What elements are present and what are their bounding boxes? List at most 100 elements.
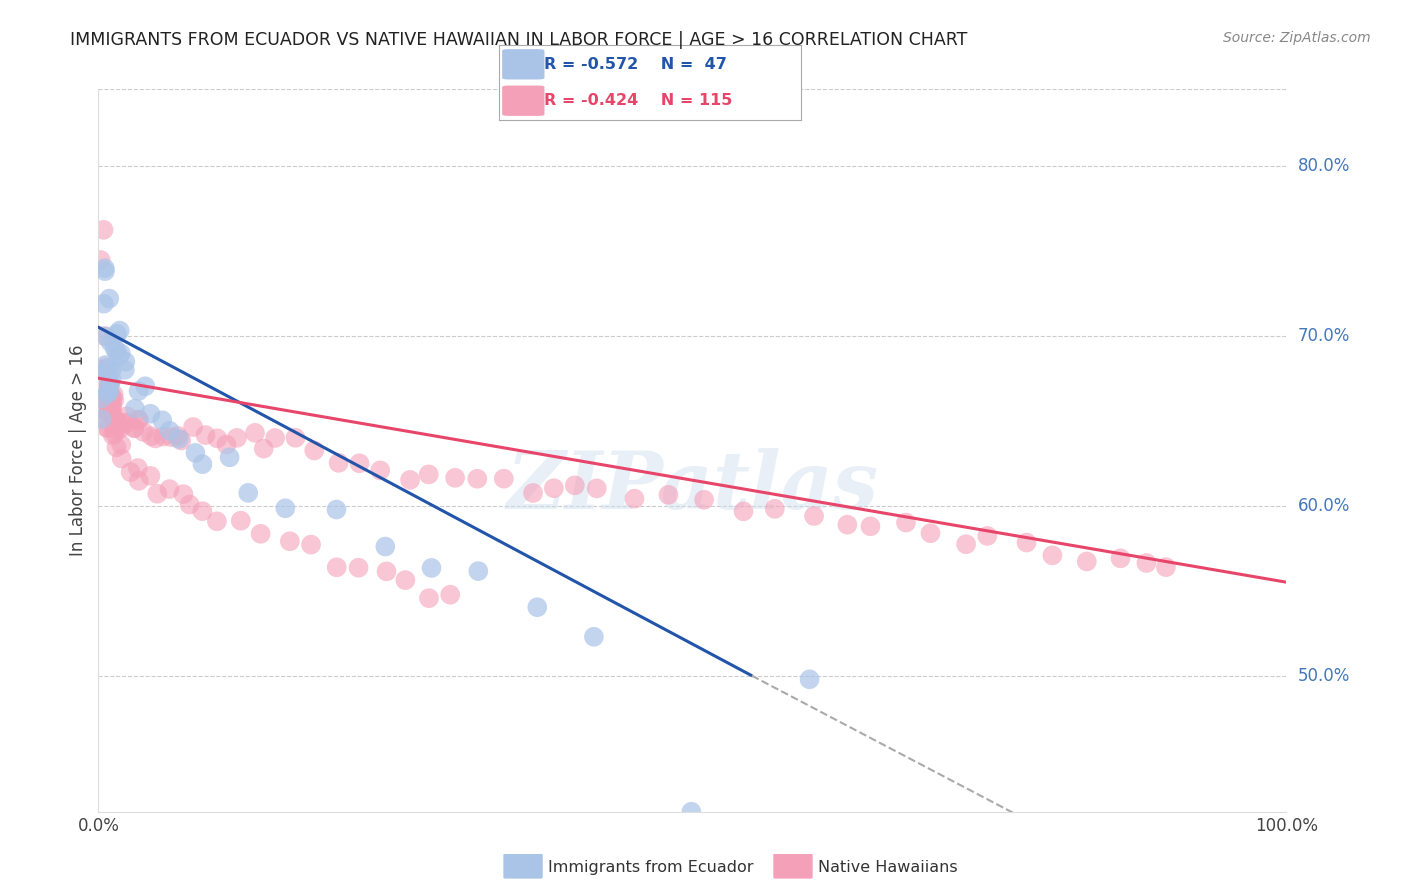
Point (96, 384, 118, 399)
Text: 60.0%: 60.0% (1298, 497, 1350, 515)
Point (229, 514, 252, 528)
Point (98, 334, 121, 349)
Point (101, 428, 124, 442)
Point (564, 478, 586, 492)
Point (98, 375, 121, 389)
Point (100, 401, 122, 416)
Point (374, 540, 396, 554)
Point (159, 482, 181, 496)
Point (90, 253, 112, 268)
Point (103, 387, 125, 401)
Point (114, 416, 136, 430)
Point (94, 360, 117, 375)
Point (284, 431, 307, 445)
Point (657, 488, 679, 502)
Point (107, 417, 129, 432)
Text: Immigrants from Ecuador: Immigrants from Ecuador (548, 860, 754, 874)
Point (803, 508, 825, 523)
Text: R = -0.424    N = 115: R = -0.424 N = 115 (544, 93, 733, 108)
Point (194, 428, 217, 442)
Point (167, 432, 190, 446)
Point (467, 564, 489, 578)
Point (124, 421, 146, 435)
Point (107, 415, 129, 429)
Point (89, 401, 111, 415)
FancyBboxPatch shape (773, 854, 813, 879)
Point (91, 396, 114, 410)
Point (114, 355, 136, 369)
Point (205, 514, 228, 528)
Point (218, 450, 240, 465)
Point (105, 414, 128, 428)
Point (420, 561, 443, 575)
Point (100, 373, 122, 387)
Point (108, 324, 131, 338)
Point (179, 498, 201, 512)
Point (93, 296, 115, 310)
Point (103, 393, 125, 408)
Point (215, 437, 238, 451)
Point (124, 401, 146, 416)
Point (105, 326, 128, 341)
Point (522, 486, 544, 500)
Point (1154, 560, 1177, 574)
Point (111, 451, 134, 466)
Point (110, 437, 132, 451)
Point (368, 463, 391, 477)
Text: 70.0%: 70.0% (1298, 326, 1350, 344)
Point (399, 473, 422, 487)
Point (1015, 535, 1038, 549)
Point (184, 446, 207, 460)
Point (93, 223, 115, 237)
Point (1109, 551, 1132, 566)
Point (582, 630, 605, 644)
Point (96, 329, 118, 343)
Point (103, 421, 125, 435)
Point (160, 430, 183, 444)
Point (166, 429, 188, 443)
Point (375, 565, 398, 579)
Text: 80.0%: 80.0% (1298, 157, 1350, 175)
Point (94, 358, 117, 372)
Point (325, 560, 347, 574)
Point (97, 383, 120, 397)
Point (101, 407, 124, 421)
Point (128, 413, 150, 427)
Point (105, 343, 128, 358)
Point (347, 560, 370, 574)
Point (97, 386, 120, 401)
Point (264, 431, 287, 445)
Point (181, 420, 204, 434)
Point (96, 406, 118, 420)
Point (93, 329, 115, 343)
Point (97, 421, 120, 435)
Point (328, 456, 350, 470)
Point (274, 501, 297, 516)
Point (90, 401, 112, 416)
Point (526, 600, 548, 615)
Point (105, 440, 128, 454)
Point (543, 481, 565, 495)
Text: ZIPatlas: ZIPatlas (506, 448, 879, 525)
Point (693, 492, 716, 507)
Point (733, 504, 755, 518)
Point (110, 422, 132, 436)
Point (98, 292, 121, 306)
Point (90, 378, 112, 392)
Point (94, 402, 117, 417)
Point (110, 346, 132, 360)
Point (115, 409, 138, 424)
Point (418, 591, 440, 606)
Point (859, 519, 882, 533)
Point (139, 469, 162, 483)
Point (110, 419, 132, 434)
Point (278, 534, 301, 549)
FancyBboxPatch shape (502, 86, 544, 116)
Point (191, 457, 214, 471)
Point (920, 526, 942, 541)
Point (465, 472, 488, 486)
Point (98, 384, 121, 398)
Text: Source: ZipAtlas.com: Source: ZipAtlas.com (1223, 31, 1371, 45)
Point (97, 391, 120, 405)
Point (98, 376, 121, 391)
